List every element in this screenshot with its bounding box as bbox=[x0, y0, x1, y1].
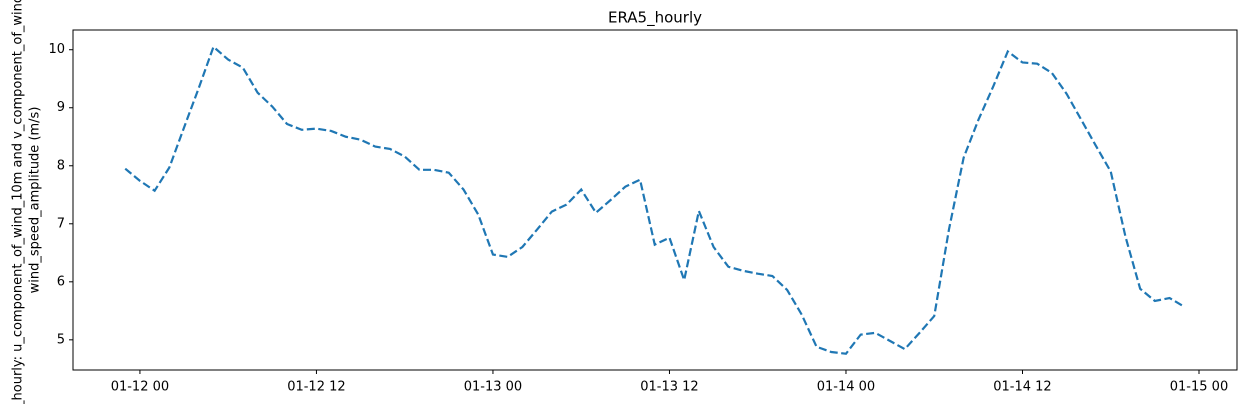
plot-frame bbox=[72, 29, 1238, 371]
y-tick-label: 10 bbox=[48, 42, 65, 57]
y-tick-label: 8 bbox=[57, 158, 65, 173]
x-tick-label: 01-13 00 bbox=[464, 380, 522, 395]
y-tick-label: 7 bbox=[57, 216, 65, 231]
x-tick-label: 01-12 12 bbox=[287, 380, 345, 395]
x-tick-label: 01-14 00 bbox=[817, 380, 875, 395]
y-axis-label: ERA5_hourly: u_component_of_wind_10m and… bbox=[11, 0, 26, 404]
y-tick-label: 9 bbox=[57, 100, 65, 115]
x-tick-label: 01-14 12 bbox=[993, 380, 1051, 395]
x-tick-label: 01-12 00 bbox=[111, 380, 169, 395]
y-tick-label: 5 bbox=[57, 332, 65, 347]
y-axis-label: wind_speed_amplitude (m/s) bbox=[28, 107, 43, 294]
data-line bbox=[124, 44, 1185, 355]
x-tick-label: 01-15 00 bbox=[1170, 380, 1228, 395]
x-tick-label: 01-13 12 bbox=[640, 380, 698, 395]
chart-title: ERA5_hourly bbox=[608, 9, 702, 28]
y-tick-label: 6 bbox=[57, 274, 65, 289]
